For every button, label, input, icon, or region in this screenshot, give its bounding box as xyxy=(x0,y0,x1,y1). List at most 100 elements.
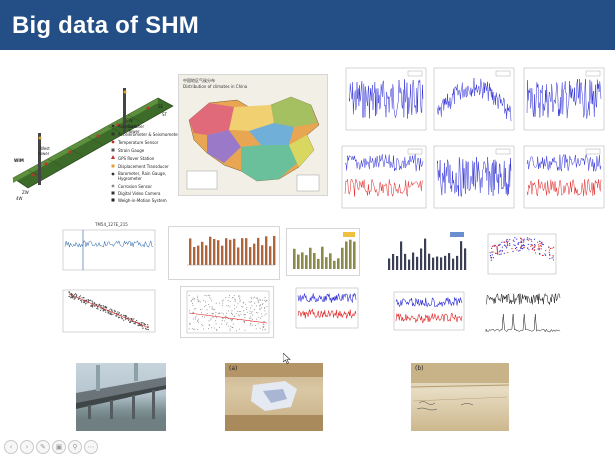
red-blue-point-151 xyxy=(537,244,539,246)
top-chart-series-red-5 xyxy=(526,178,602,197)
gray-scatter-point-115 xyxy=(260,313,262,315)
gray-scatter-point-170 xyxy=(251,298,253,300)
red-blue-point-142 xyxy=(545,250,547,252)
gray-scatter-svg xyxy=(186,290,270,334)
regression-point-203 xyxy=(114,310,116,312)
gray-scatter-point-66 xyxy=(231,313,233,315)
gray-scatter-point-254 xyxy=(241,305,243,307)
red-blue-point-136 xyxy=(521,248,524,250)
gray-scatter-point-176 xyxy=(256,305,258,307)
gray-scatter-point-201 xyxy=(227,299,229,301)
regression-point-151 xyxy=(136,319,138,322)
legend-accelerometer: Accelerometer & Seismometer xyxy=(118,132,180,137)
band2-series-blue xyxy=(395,297,463,308)
red-blue-point-23 xyxy=(537,241,539,243)
gray-scatter-point-231 xyxy=(262,329,264,331)
dark-bar-7 xyxy=(416,256,419,270)
gray-scatter-point-155 xyxy=(199,301,201,303)
crack-photo-b: (b) xyxy=(411,363,509,431)
gray-scatter-point-207 xyxy=(217,313,219,315)
gray-scatter-point-199 xyxy=(252,314,254,316)
gray-scatter-point-141 xyxy=(253,309,255,311)
gray-scatter-point-165 xyxy=(225,323,227,325)
gray-scatter-point-169 xyxy=(258,305,260,307)
red-blue-point-87 xyxy=(520,241,523,244)
regression-point-126 xyxy=(89,299,92,301)
olive-bar-7 xyxy=(321,246,324,269)
gray-scatter-point-142 xyxy=(250,322,252,324)
gray-scatter-point-47 xyxy=(264,321,266,323)
brown-bar-18 xyxy=(261,245,264,265)
regression-point-131 xyxy=(108,313,110,315)
brown-bar-13 xyxy=(241,238,244,265)
gray-scatter-point-113 xyxy=(188,328,190,330)
gray-scatter-point-163 xyxy=(262,299,264,301)
gray-scatter-point-5 xyxy=(201,324,203,326)
gray-scatter-point-235 xyxy=(216,317,218,319)
red-blue-point-127 xyxy=(509,244,511,246)
red-blue-point-85 xyxy=(541,254,544,257)
gray-scatter-point-246 xyxy=(239,301,241,303)
gray-scatter-point-233 xyxy=(264,310,266,312)
gray-scatter-point-42 xyxy=(250,318,252,320)
regression-point-15 xyxy=(113,309,115,311)
red-blue-point-116 xyxy=(541,241,543,243)
regression-point-80 xyxy=(69,295,71,297)
more-icon[interactable]: ⋯ xyxy=(84,440,98,454)
regression-point-218 xyxy=(110,308,112,310)
regression-point-191 xyxy=(121,317,123,319)
forward-icon[interactable]: › xyxy=(20,440,34,454)
red-blue-point-9 xyxy=(496,245,498,248)
gray-scatter-point-94 xyxy=(237,303,239,305)
regression-point-143 xyxy=(125,315,128,317)
gray-scatter-plot xyxy=(180,286,274,338)
gray-scatter-point-97 xyxy=(261,316,263,318)
brown-bar-1 xyxy=(193,246,196,265)
red-blue-point-79 xyxy=(516,246,518,249)
gray-scatter-point-140 xyxy=(234,315,236,317)
brown-bar-3 xyxy=(201,241,204,265)
gray-scatter-point-125 xyxy=(224,318,226,320)
dark-bar-9 xyxy=(424,238,427,270)
dark-bar-13 xyxy=(440,257,443,270)
top-chart-legend-box-2 xyxy=(585,70,601,77)
gray-scatter-point-71 xyxy=(244,322,246,324)
red-blue-point-31 xyxy=(501,249,503,252)
gray-scatter-point-31 xyxy=(188,295,190,297)
red-blue-scatter-svg xyxy=(487,233,557,275)
regression-point-62 xyxy=(118,316,121,318)
gray-scatter-point-227 xyxy=(208,324,210,326)
search-icon[interactable]: ⚲ xyxy=(68,440,82,454)
regression-point-219 xyxy=(71,297,73,299)
regression-point-183 xyxy=(84,303,87,305)
olive-bar-12 xyxy=(341,247,344,269)
regression-scatter-svg xyxy=(62,289,156,333)
gray-scatter-point-77 xyxy=(218,326,220,328)
dark-legend-swatch xyxy=(450,232,464,237)
bridge-label-east-tower: Tower xyxy=(128,129,140,134)
waveform-line xyxy=(485,292,561,305)
back-icon[interactable]: ‹ xyxy=(4,440,18,454)
red-blue-point-147 xyxy=(531,248,534,250)
gray-scatter-point-258 xyxy=(208,294,210,296)
dark-bar-0 xyxy=(388,258,391,270)
legend-temperature: Temperature Sensor xyxy=(118,140,159,145)
gray-scatter-point-136 xyxy=(240,311,242,313)
red-blue-point-126 xyxy=(507,245,509,247)
gray-scatter-point-63 xyxy=(228,296,230,298)
pen-icon[interactable]: ✎ xyxy=(36,440,50,454)
red-blue-point-35 xyxy=(490,257,493,259)
regression-point-207 xyxy=(70,296,72,299)
red-blue-point-93 xyxy=(539,242,541,245)
red-blue-point-94 xyxy=(530,243,532,246)
gray-scatter-point-57 xyxy=(221,323,223,325)
gray-scatter-point-191 xyxy=(256,318,258,320)
olive-bar-11 xyxy=(337,258,340,269)
legend-camera: Digital Video Camera xyxy=(118,191,161,196)
gray-scatter-point-183 xyxy=(239,299,241,301)
gray-scatter-point-200 xyxy=(195,315,197,317)
copy-icon[interactable]: ▣ xyxy=(52,440,66,454)
red-blue-point-92 xyxy=(516,249,518,251)
red-blue-point-157 xyxy=(499,250,501,252)
gray-scatter-point-164 xyxy=(243,310,245,312)
